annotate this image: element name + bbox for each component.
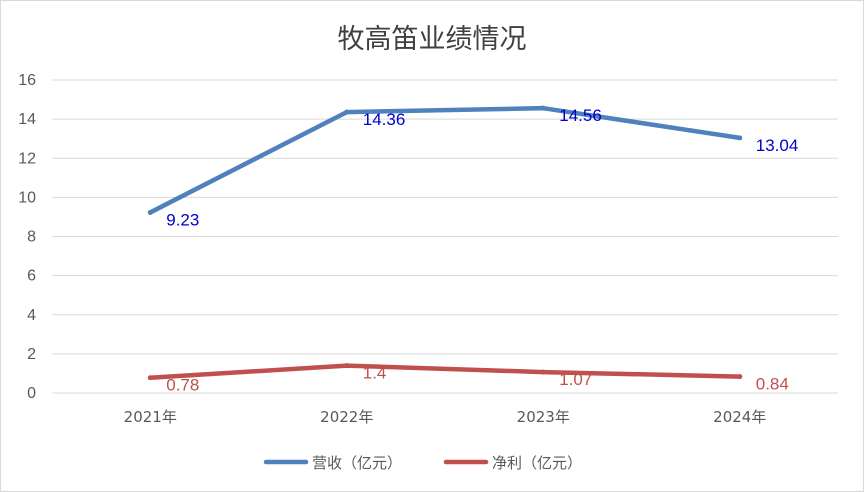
series-line-1 <box>148 363 742 380</box>
legend-item: 净利（亿元） <box>443 454 582 472</box>
data-label: 0.84 <box>756 375 789 394</box>
data-label: 14.56 <box>559 106 602 125</box>
gridlines <box>52 79 838 394</box>
data-point <box>147 375 153 381</box>
data-label: 14.36 <box>363 110 406 129</box>
data-point <box>147 209 153 215</box>
y-tick-label: 12 <box>18 150 36 167</box>
x-tick-label: 2024年 <box>713 408 766 426</box>
x-tick-label: 2022年 <box>320 408 373 426</box>
y-axis-ticks: 0 2 4 6 8 10 12 14 16 <box>18 72 36 402</box>
data-point <box>540 369 546 375</box>
y-tick-label: 8 <box>27 229 36 246</box>
data-point <box>344 363 350 369</box>
data-point <box>737 135 743 141</box>
series-lines <box>147 105 743 381</box>
y-tick-label: 6 <box>27 268 36 285</box>
legend-label: 营收（亿元） <box>312 454 402 472</box>
data-label: 9.23 <box>166 210 199 229</box>
y-tick-label: 14 <box>18 111 36 128</box>
chart-title: 牧高笛业绩情况 <box>338 24 527 55</box>
legend-item: 营收（亿元） <box>263 454 402 472</box>
data-label: 0.78 <box>166 376 199 395</box>
x-tick-label: 2021年 <box>124 408 177 426</box>
y-tick-label: 4 <box>27 307 36 324</box>
data-point <box>540 105 546 111</box>
x-axis-ticks: 2021年 2022年 2023年 2024年 <box>124 408 767 426</box>
y-tick-label: 16 <box>18 72 36 89</box>
x-tick-label: 2023年 <box>517 408 570 426</box>
data-label: 1.07 <box>559 370 592 389</box>
y-tick-label: 2 <box>27 346 36 363</box>
legend-label: 净利（亿元） <box>492 454 582 472</box>
y-tick-label: 0 <box>27 385 36 402</box>
y-tick-label: 10 <box>18 189 36 206</box>
data-labels: 9.23 14.36 14.56 13.04 0.78 1.4 1.07 0.84 <box>166 106 798 395</box>
series-line-0 <box>148 105 742 215</box>
data-point <box>344 109 350 115</box>
data-label: 1.4 <box>363 364 387 383</box>
data-point <box>737 374 743 380</box>
data-label: 13.04 <box>756 136 799 155</box>
legend: 营收（亿元） 净利（亿元） <box>263 454 582 472</box>
